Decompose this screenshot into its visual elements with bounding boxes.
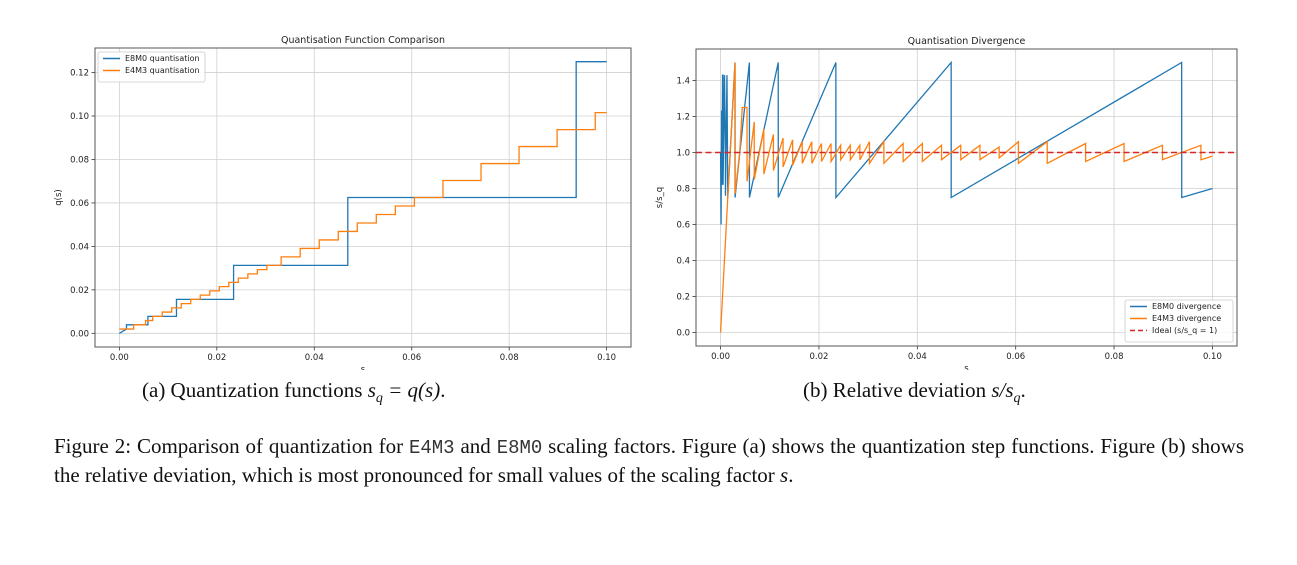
subcaption-a: (a) Quantization functions sq = q(s). — [142, 378, 445, 407]
y-tick-label: 1.0 — [676, 149, 690, 159]
x-tick-label: 0.08 — [500, 353, 519, 363]
plot-area — [119, 61, 607, 334]
x-tick-label: 0.06 — [1006, 352, 1025, 362]
plot-area — [696, 60, 1237, 333]
figure-caption: Figure 2: Comparison of quantization for… — [54, 433, 1244, 489]
subcaption-a-suffix: . — [440, 378, 446, 402]
x-tick-label: 0.00 — [110, 353, 129, 363]
legend-entry: E4M3 quantisation — [125, 66, 200, 75]
y-tick-label: 0.00 — [70, 329, 89, 339]
caption-text-1: Comparison of quantization for — [131, 434, 409, 458]
subcaption-a-prefix: (a) Quantization functions — [142, 378, 368, 402]
y-tick-label: 0.12 — [70, 69, 89, 79]
legend-entry: E8M0 divergence — [1152, 302, 1221, 311]
caption-label: Figure 2: — [54, 434, 132, 458]
x-axis-label: s — [361, 365, 366, 370]
series-e8m0-quantisation — [119, 61, 607, 334]
y-tick-label: 0.04 — [70, 242, 89, 252]
legend-entry: E4M3 divergence — [1152, 314, 1221, 323]
chart-quantisation-function: 0.00 0.02 0.04 0.06 0.08 0.10 0.00 0.02 0.04 0.06… — [54, 35, 632, 370]
subcaption-a-math-lhs: s — [367, 378, 376, 402]
y-axis-label: s/s_q — [655, 187, 665, 208]
y-axis-label: q(s) — [54, 189, 64, 205]
legend-box — [1124, 299, 1234, 343]
y-tick-label: 0.6 — [676, 221, 690, 231]
x-tick-label: 0.08 — [1105, 352, 1124, 362]
caption-text-4: . — [788, 463, 794, 487]
x-tick-label: 0.04 — [908, 352, 927, 362]
x-tick-label: 0.00 — [711, 352, 730, 362]
series-e8m0-divergence — [719, 60, 1213, 225]
x-tick-label: 0.10 — [1203, 352, 1222, 362]
subcaption-b-suffix: . — [1020, 378, 1026, 402]
y-tick-label: 0.0 — [676, 329, 690, 339]
caption-text-3: scaling factors. Figure (a) shows the qu… — [54, 434, 1245, 487]
chart-title: Quantisation Function Comparison — [281, 35, 445, 46]
legend-box — [97, 51, 206, 83]
x-tick-label: 0.02 — [809, 352, 828, 362]
subcaption-b-math-lhs: s/s — [991, 378, 1014, 402]
caption-text-2: and — [454, 434, 497, 458]
axes-frame — [695, 48, 1238, 347]
legend-entry: E8M0 quantisation — [125, 54, 200, 63]
subcaption-b-prefix: (b) Relative deviation — [803, 378, 992, 402]
y-tick-label: 0.08 — [70, 155, 89, 165]
legend: E8M0 quantisation E4M3 quantisation — [97, 51, 206, 83]
x-axis-label: s — [964, 364, 969, 370]
subcaption-b: (b) Relative deviation s/sq. — [803, 378, 1026, 407]
chart-quantisation-divergence: 0.00 0.02 0.04 0.06 0.08 0.10 0.0 0.2 0.4 0.6 0.8 1… — [655, 36, 1238, 370]
x-tick-label: 0.06 — [402, 353, 421, 363]
y-tick-label: 0.2 — [676, 293, 690, 303]
y-tick-label: 0.10 — [70, 112, 89, 122]
subcaption-a-math-rhs: = q(s) — [382, 378, 441, 402]
legend-entry: Ideal (s/s_q = 1) — [1152, 326, 1217, 335]
subcaption-a-math-sub: q — [375, 391, 383, 407]
caption-var-s: s — [780, 463, 789, 487]
x-tick-label: 0.04 — [305, 353, 324, 363]
chart-title: Quantisation Divergence — [908, 36, 1026, 47]
y-tick-label: 0.4 — [676, 257, 690, 267]
legend: E8M0 divergence E4M3 divergence Ideal (s/s… — [1124, 299, 1234, 343]
x-tick-label: 0.10 — [597, 353, 616, 363]
y-tick-label: 0.02 — [70, 286, 89, 296]
series-e4m3-divergence — [719, 62, 1213, 333]
subcaption-b-math-sub: q — [1013, 391, 1021, 407]
y-tick-label: 0.8 — [676, 185, 690, 195]
x-tick-label: 0.02 — [207, 353, 226, 363]
caption-code-e8m0: E8M0 — [496, 437, 543, 459]
y-tick-label: 1.4 — [676, 77, 690, 87]
series-e4m3-quantisation — [119, 111, 607, 330]
y-tick-label: 0.06 — [70, 199, 89, 209]
y-tick-label: 1.2 — [676, 113, 690, 123]
caption-code-e4m3: E4M3 — [408, 437, 455, 459]
axes-frame — [94, 47, 632, 348]
